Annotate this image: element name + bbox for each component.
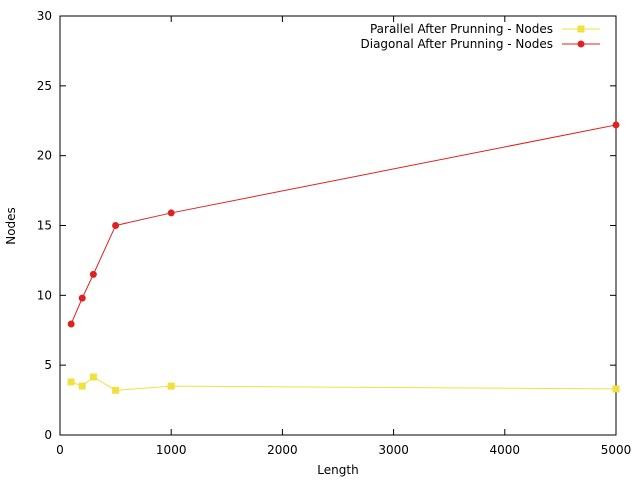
data-point (89, 373, 97, 381)
x-tick-label: 1000 (156, 443, 187, 457)
y-tick-label: 25 (37, 79, 52, 93)
y-tick-label: 30 (37, 9, 52, 23)
data-point (78, 294, 86, 302)
series-layer (67, 121, 620, 394)
data-point (89, 270, 97, 278)
x-tick-label: 0 (56, 443, 64, 457)
legend: Parallel After Prunning - NodesDiagonal … (361, 22, 600, 51)
y-axis: 0 5 10 15 20 25 30 (37, 9, 616, 442)
data-point (67, 320, 75, 328)
y-tick-label: 0 (44, 428, 52, 442)
y-tick-label: 10 (37, 288, 52, 302)
x-tick-label: 3000 (378, 443, 409, 457)
data-point (167, 209, 175, 217)
data-point (112, 386, 120, 394)
y-axis-label: Nodes (4, 207, 18, 245)
data-point (112, 222, 120, 229)
y-tick-label: 15 (37, 219, 52, 233)
y-tick-label: 20 (37, 149, 52, 163)
data-point (67, 378, 75, 386)
x-tick-label: 2000 (267, 443, 298, 457)
x-axis-label: Length (317, 463, 358, 477)
series-line-0 (70, 376, 617, 391)
plot-frame (59, 15, 617, 436)
legend-marker (577, 40, 585, 48)
legend-label: Parallel After Prunning - Nodes (370, 22, 553, 36)
x-axis: 0 1000 2000 3000 4000 5000 (56, 16, 631, 457)
legend-marker (577, 25, 585, 33)
data-point (612, 121, 620, 129)
data-point (167, 382, 175, 390)
y-tick-label: 5 (44, 358, 52, 372)
data-point (612, 385, 620, 393)
x-tick-label: 5000 (601, 443, 632, 457)
x-tick-label: 4000 (490, 443, 521, 457)
data-point (78, 382, 86, 390)
series-line-1 (70, 124, 617, 325)
legend-label: Diagonal After Prunning - Nodes (361, 37, 554, 51)
